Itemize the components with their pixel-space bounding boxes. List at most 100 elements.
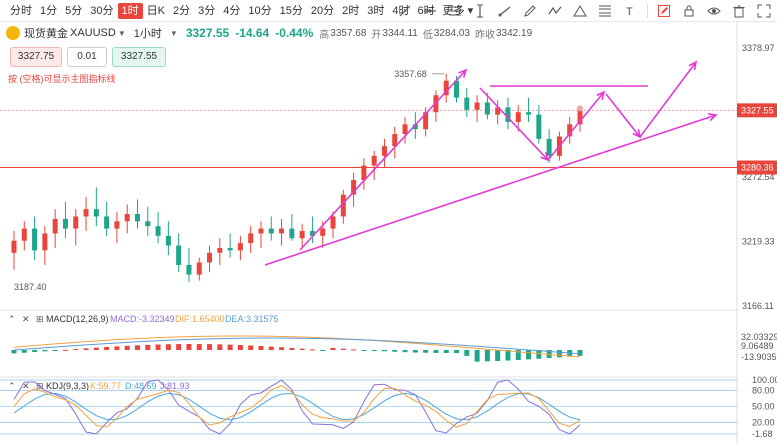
candle-body [176, 245, 182, 265]
candle-body [464, 97, 470, 110]
candle-body [104, 216, 110, 229]
macd-collapse-icon: ⌃ [8, 314, 16, 324]
macd-histogram-bar [484, 350, 490, 362]
macd-histogram-bar [402, 350, 408, 353]
candle-body [145, 221, 151, 227]
text-tool-icon[interactable]: T [621, 2, 639, 20]
macd-histogram-bar [505, 350, 511, 361]
interval-3[interactable]: 30分 [90, 4, 114, 17]
j-value: J:81.93 [160, 381, 190, 391]
macd-histogram-bar [114, 346, 120, 350]
macd-histogram-bar [83, 348, 89, 350]
candle-body [526, 112, 532, 115]
price-change-percent: -0.44% [275, 26, 314, 40]
ray-icon[interactable] [496, 2, 514, 20]
candle-body [577, 110, 583, 125]
quantity-input[interactable]: 0.01 [67, 47, 107, 67]
pencil-icon[interactable] [521, 2, 539, 20]
trendline-icon[interactable] [396, 2, 414, 20]
interval-6[interactable]: 2分 [172, 4, 191, 17]
symbol-code[interactable]: XAUUSD [70, 27, 116, 39]
trendline-long [264, 114, 717, 266]
fibonacci-icon[interactable] [596, 2, 614, 20]
candle-body [546, 138, 552, 156]
macd-histogram-bar [309, 349, 315, 351]
interval-12[interactable]: 2时 [342, 4, 360, 17]
price-tick-label: 3272.54 [742, 172, 775, 182]
price-tick-label: 3219.33 [742, 236, 775, 246]
interval-7[interactable]: 3分 [198, 4, 216, 17]
symbol-info-row: 现货黄金 XAUUSD ▼ 1小时 ▼ 3327.55 -14.64 -0.44… [0, 24, 537, 42]
dif-line [13, 335, 581, 358]
triangle-icon[interactable] [571, 2, 589, 20]
eye-icon[interactable] [705, 2, 723, 20]
interval-13[interactable]: 3时 [367, 4, 385, 17]
sell-button[interactable]: 3327.75 [10, 47, 62, 67]
symbol-name[interactable]: 现货黄金 [24, 28, 68, 40]
macd-close-icon: ✕ [22, 314, 30, 324]
open-label: 开 [371, 29, 382, 41]
open-value: 3344.11 [382, 27, 418, 39]
candle-body [32, 228, 38, 251]
macd-histogram-bar [21, 350, 27, 353]
interval-5[interactable]: 日K [146, 4, 165, 17]
drawing-tools: T [389, 0, 773, 22]
macd-histogram-bar [279, 347, 285, 350]
kdj-title: KDJ(9,3,3) [46, 381, 89, 391]
macd-histogram-bar [515, 350, 521, 360]
projection-up-arrow [688, 60, 698, 71]
chevron-down-icon[interactable]: ▼ [117, 28, 126, 38]
impulse-leg-arrow [458, 68, 468, 78]
low-label: 低 [422, 29, 433, 41]
interval-11[interactable]: 20分 [310, 4, 335, 17]
macd-histogram-bar [32, 350, 38, 353]
macd-histogram-bar [361, 350, 367, 351]
interval-4[interactable]: 1时 [117, 2, 143, 19]
candle-body [536, 114, 542, 139]
interval-0[interactable]: 分时 [10, 4, 32, 17]
fullscreen-icon[interactable] [755, 2, 773, 20]
interval-1[interactable]: 1分 [40, 4, 58, 17]
lock-icon[interactable] [680, 2, 698, 20]
trash-icon[interactable] [730, 2, 748, 20]
indicator-hint: 按 (空格)可显示主图指标线 [8, 74, 116, 84]
macd-histogram-bar [340, 348, 346, 350]
macd-histogram-bar [392, 350, 398, 352]
interval-10[interactable]: 15分 [279, 4, 303, 17]
channel-icon[interactable] [446, 2, 464, 20]
candle-body [186, 264, 192, 275]
vertical-line-icon[interactable] [471, 2, 489, 20]
interval-9[interactable]: 10分 [248, 4, 272, 17]
prev-close-value: 3342.19 [495, 27, 533, 39]
macd-histogram-bar [124, 345, 130, 350]
horizontal-line-icon[interactable] [421, 2, 439, 20]
edit-drawing-icon[interactable] [655, 2, 673, 20]
candle-body [371, 155, 377, 166]
candle-body [155, 226, 161, 236]
candle-body [124, 214, 130, 222]
interval-2[interactable]: 5分 [65, 4, 83, 17]
d-value: D:48.69 [125, 381, 157, 391]
candle-body [93, 209, 99, 217]
drop-leg [479, 87, 549, 161]
candle-body [248, 233, 254, 244]
candle-body [309, 230, 315, 236]
macd-histogram-bar [443, 350, 449, 353]
chevron-down-icon[interactable]: ▼ [169, 28, 178, 38]
candle-body [73, 216, 79, 229]
zigzag-icon[interactable] [546, 2, 564, 20]
macd-histogram-bar [207, 344, 213, 350]
k-value: K:59.77 [90, 381, 121, 391]
interval-14[interactable]: 4时 [392, 4, 410, 17]
gold-logo-icon [6, 26, 20, 40]
candle-body [196, 262, 202, 275]
high-label: 高 [319, 29, 330, 41]
buy-button[interactable]: 3327.55 [112, 47, 166, 67]
interval-8[interactable]: 4分 [223, 4, 241, 17]
macd-tick: -13.90351 [741, 352, 777, 362]
timeframe-select[interactable]: 1小时 [133, 28, 162, 40]
toolbar: 分时 1分 5分 30分 1时 日K 2分 3分 4分 10分 15分 20分 2时 3时 4时 6时 更多 ▾… [0, 0, 777, 22]
candle-body [474, 102, 480, 110]
low-annotation: 3187.40 [14, 282, 47, 292]
